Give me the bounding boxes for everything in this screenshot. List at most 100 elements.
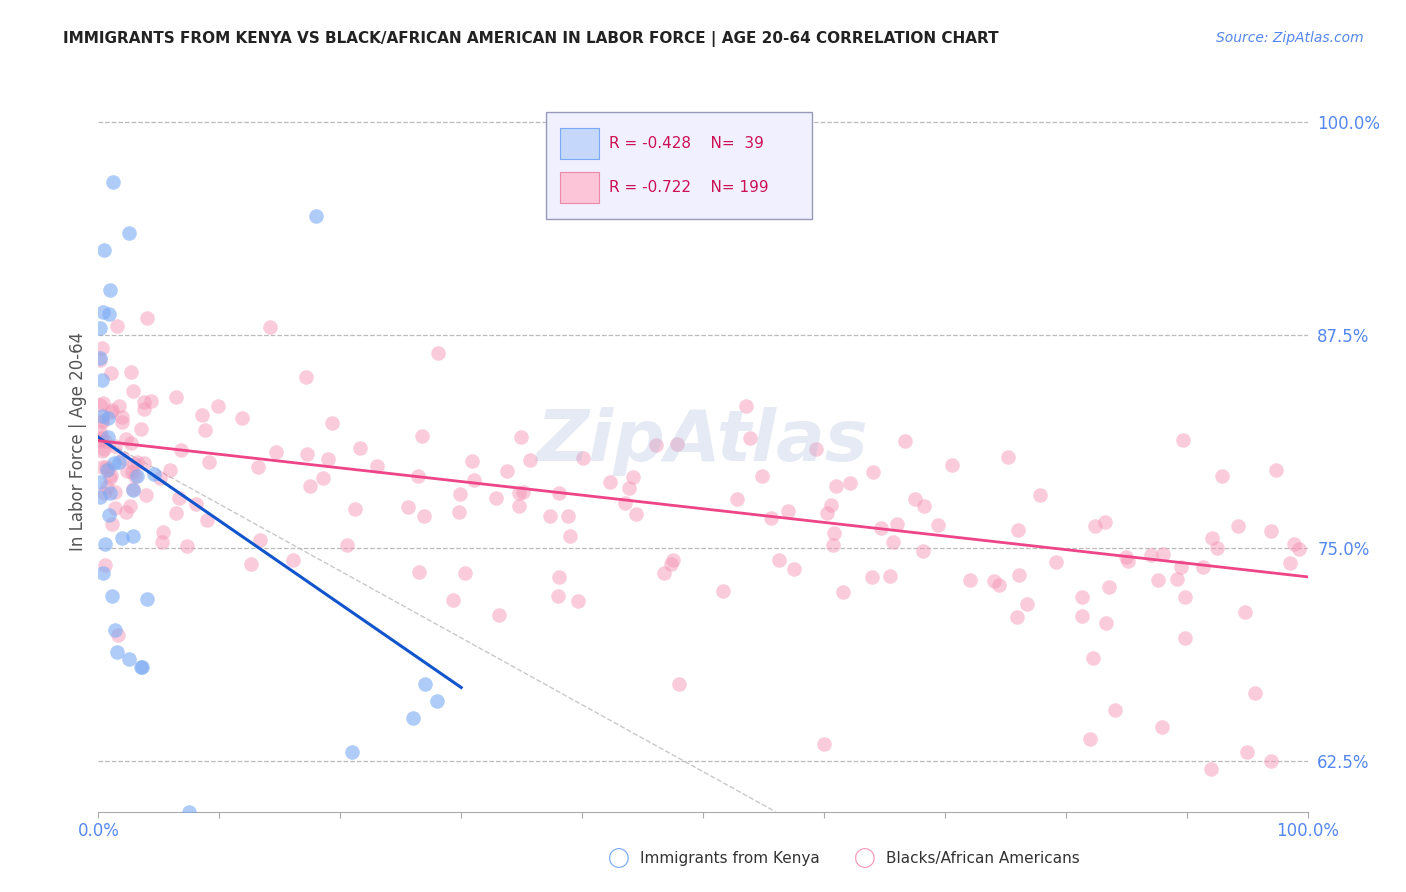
Point <box>96 462 118 476</box>
Point <box>1205 541 1227 556</box>
Point <box>402 711 425 725</box>
Point <box>259 319 281 334</box>
Point <box>121 465 143 479</box>
Point <box>1260 524 1282 538</box>
Point <box>170 443 193 458</box>
Point <box>167 491 190 505</box>
Point <box>89 351 111 365</box>
Point <box>90 429 112 443</box>
Point <box>997 450 1019 465</box>
Point <box>778 504 800 518</box>
Point <box>751 469 773 483</box>
Point <box>93 243 115 257</box>
Point <box>122 529 145 543</box>
Point <box>96 460 118 475</box>
Point <box>661 553 683 567</box>
Point <box>107 628 129 642</box>
Point <box>299 478 322 492</box>
Point <box>207 399 229 413</box>
Point <box>165 506 187 520</box>
Point <box>94 558 117 573</box>
Point <box>91 460 114 475</box>
Point <box>1104 703 1126 717</box>
Point <box>823 525 845 540</box>
Point <box>624 507 647 521</box>
Text: ◯: ◯ <box>607 848 630 868</box>
Point <box>231 411 253 425</box>
Point <box>91 409 114 423</box>
Point <box>547 570 569 584</box>
Point <box>305 209 328 223</box>
Point <box>1265 463 1288 477</box>
Point <box>1174 631 1197 645</box>
Point <box>621 469 644 483</box>
Point <box>129 421 152 435</box>
Point <box>661 557 683 571</box>
Text: IMMIGRANTS FROM KENYA VS BLACK/AFRICAN AMERICAN IN LABOR FORCE | AGE 20-64 CORRE: IMMIGRANTS FROM KENYA VS BLACK/AFRICAN A… <box>63 31 998 47</box>
Text: R = -0.722    N= 199: R = -0.722 N= 199 <box>609 180 768 195</box>
Point <box>93 305 115 319</box>
Point <box>1170 560 1192 574</box>
Point <box>132 402 155 417</box>
Point <box>665 437 688 451</box>
Point <box>540 509 562 524</box>
Point <box>294 369 316 384</box>
Point <box>547 589 569 603</box>
Point <box>134 456 156 470</box>
Point <box>488 607 510 622</box>
Point <box>101 402 124 417</box>
Point <box>831 585 853 599</box>
Point <box>512 484 534 499</box>
Point <box>617 481 640 495</box>
Point <box>179 805 201 819</box>
Point <box>366 458 388 473</box>
Point <box>135 591 157 606</box>
Point <box>1236 745 1258 759</box>
Point <box>508 485 530 500</box>
Point <box>115 464 138 478</box>
Point <box>1071 608 1094 623</box>
Point <box>176 539 198 553</box>
Point <box>1166 572 1188 586</box>
Point <box>104 439 127 453</box>
Point <box>111 450 134 465</box>
FancyBboxPatch shape <box>561 172 599 203</box>
Point <box>240 557 263 571</box>
Point <box>100 405 122 419</box>
Point <box>759 511 782 525</box>
Point <box>823 538 845 552</box>
Point <box>408 565 430 579</box>
Point <box>89 352 111 367</box>
Point <box>1094 515 1116 529</box>
Point <box>104 500 127 515</box>
Point <box>342 745 364 759</box>
Point <box>1116 554 1139 568</box>
Point <box>547 486 569 500</box>
Point <box>879 568 901 582</box>
Point <box>104 624 127 638</box>
Point <box>103 484 125 499</box>
Point <box>311 471 333 485</box>
Text: Source: ZipAtlas.com: Source: ZipAtlas.com <box>1216 31 1364 45</box>
FancyBboxPatch shape <box>546 112 811 219</box>
Point <box>101 516 124 531</box>
Point <box>89 475 111 489</box>
Point <box>186 497 208 511</box>
Text: Immigrants from Kenya: Immigrants from Kenya <box>640 851 820 865</box>
Point <box>484 491 506 506</box>
Point <box>1244 686 1267 700</box>
Point <box>1081 651 1104 665</box>
Point <box>89 398 111 412</box>
Point <box>495 464 517 478</box>
Point <box>122 483 145 497</box>
Point <box>111 409 134 424</box>
Point <box>111 531 134 545</box>
Point <box>1201 532 1223 546</box>
Point <box>508 499 530 513</box>
Point <box>107 455 129 469</box>
Point <box>1147 574 1170 588</box>
Point <box>461 454 484 468</box>
Point <box>132 395 155 409</box>
Point <box>91 396 114 410</box>
Point <box>105 319 128 334</box>
